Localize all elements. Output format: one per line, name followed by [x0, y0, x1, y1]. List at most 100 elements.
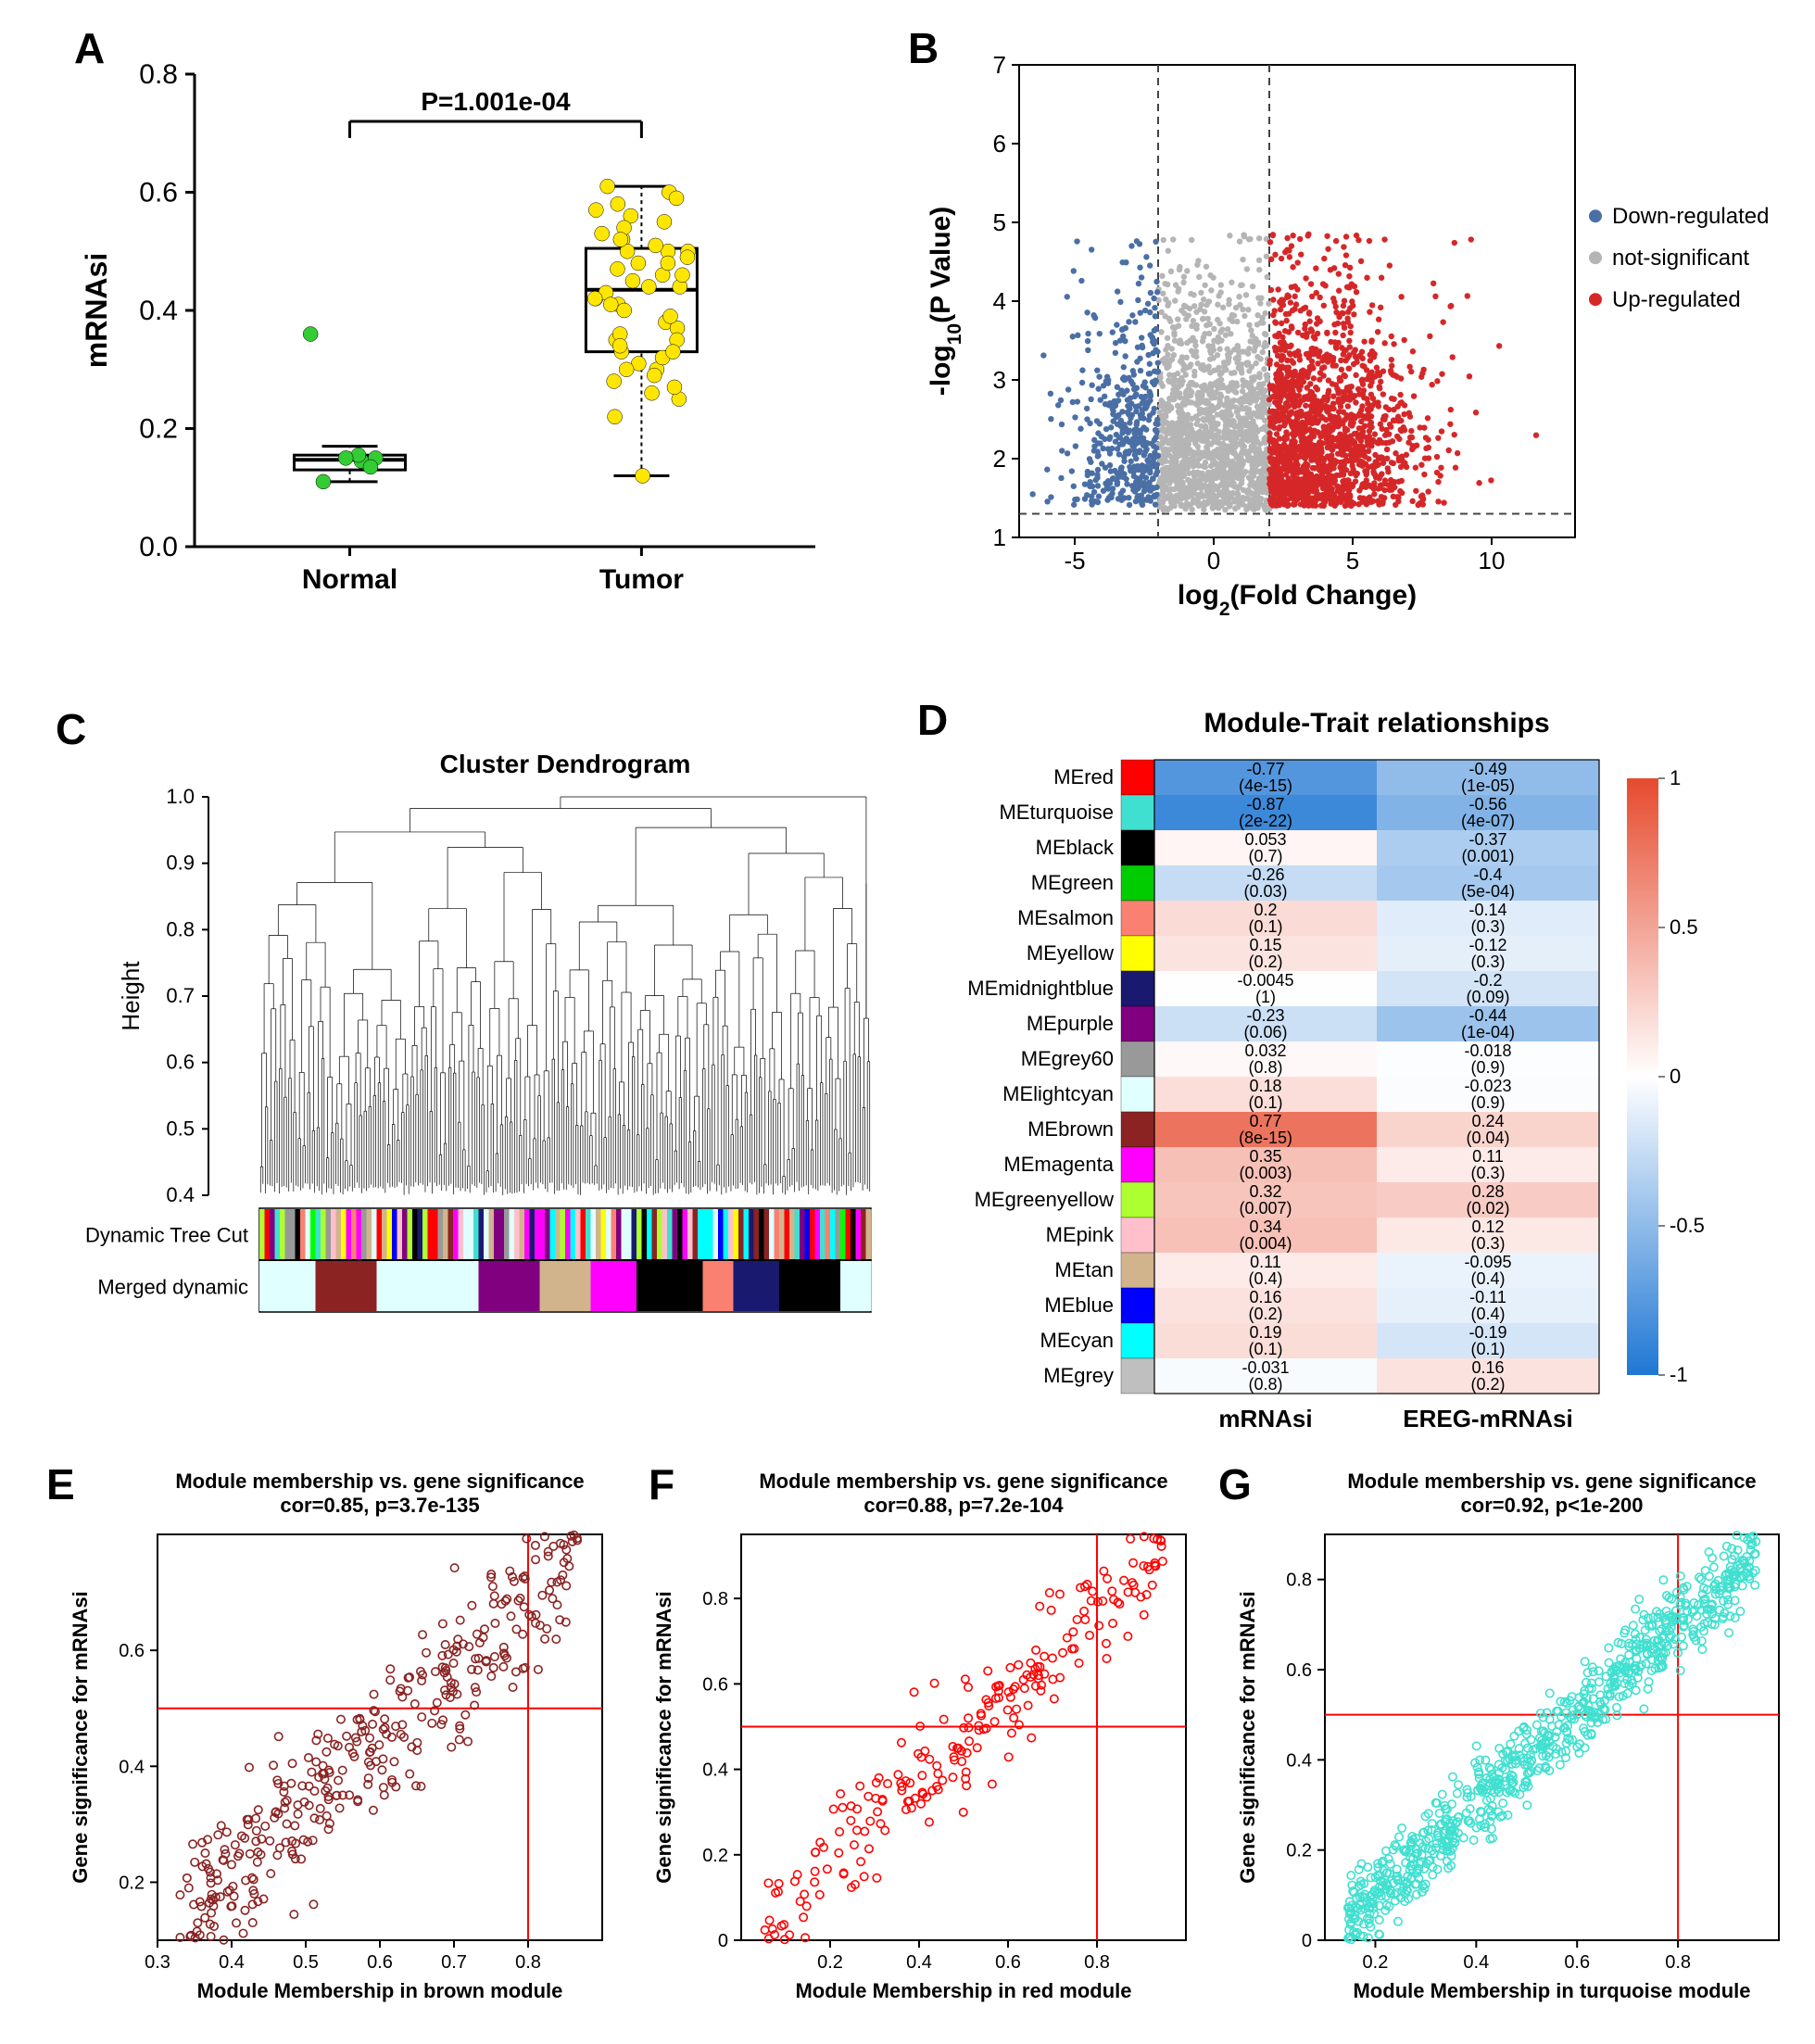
svg-text:0.7: 0.7	[441, 1952, 467, 1973]
svg-text:MEcyan: MEcyan	[1040, 1329, 1114, 1352]
svg-text:(8e-15): (8e-15)	[1239, 1129, 1292, 1147]
svg-text:0.18: 0.18	[1249, 1077, 1281, 1095]
svg-text:MEmagenta: MEmagenta	[1003, 1153, 1114, 1176]
svg-text:(0.8): (0.8)	[1248, 1058, 1282, 1077]
svg-text:(0.03): (0.03)	[1243, 882, 1287, 901]
svg-text:0.4: 0.4	[166, 1183, 195, 1206]
svg-text:0.24: 0.24	[1471, 1112, 1504, 1130]
svg-text:Module Membership in brown mod: Module Membership in brown module	[197, 1979, 563, 2002]
svg-text:4: 4	[993, 287, 1006, 315]
svg-text:MEgreen: MEgreen	[1031, 871, 1114, 894]
svg-text:0.4: 0.4	[139, 296, 178, 326]
svg-text:(0.2): (0.2)	[1470, 1375, 1505, 1394]
svg-text:(1e-05): (1e-05)	[1461, 776, 1515, 795]
svg-text:0.11: 0.11	[1472, 1147, 1504, 1166]
svg-text:mRNAsi: mRNAsi	[80, 253, 113, 368]
svg-text:MEturquoise: MEturquoise	[999, 801, 1114, 824]
svg-text:(4e-15): (4e-15)	[1239, 776, 1292, 795]
svg-text:-0.49: -0.49	[1468, 760, 1506, 778]
svg-text:-0.12: -0.12	[1468, 936, 1506, 954]
svg-text:0.5: 0.5	[1670, 915, 1698, 939]
svg-text:0.8: 0.8	[166, 917, 195, 940]
svg-text:(5e-04): (5e-04)	[1461, 882, 1515, 901]
svg-text:0.053: 0.053	[1244, 830, 1286, 849]
svg-text:mRNAsi: mRNAsi	[1218, 1405, 1312, 1432]
svg-text:MEred: MEred	[1053, 765, 1114, 789]
svg-text:(1e-04): (1e-04)	[1461, 1023, 1515, 1041]
svg-text:-1: -1	[1670, 1363, 1688, 1386]
svg-text:0.9: 0.9	[166, 852, 195, 875]
svg-text:Height: Height	[117, 961, 145, 1031]
svg-text:(0.001): (0.001)	[1461, 847, 1514, 865]
svg-text:MEbrown: MEbrown	[1027, 1117, 1114, 1141]
svg-text:(0.4): (0.4)	[1248, 1269, 1282, 1288]
svg-text:5: 5	[1346, 547, 1359, 574]
svg-text:-0.44: -0.44	[1468, 1006, 1506, 1025]
svg-text:(0.1): (0.1)	[1248, 917, 1282, 936]
svg-text:1: 1	[1670, 766, 1681, 789]
svg-text:0.6: 0.6	[119, 1641, 145, 1661]
svg-text:-0.0045: -0.0045	[1237, 971, 1293, 990]
svg-text:-0.56: -0.56	[1468, 795, 1506, 814]
svg-text:0.77: 0.77	[1249, 1112, 1281, 1130]
svg-text:-5: -5	[1064, 547, 1085, 574]
svg-text:cor=0.85, p=3.7e-135: cor=0.85, p=3.7e-135	[280, 1494, 479, 1517]
svg-text:1.0: 1.0	[166, 785, 195, 808]
svg-text:(0.007): (0.007)	[1239, 1199, 1292, 1218]
svg-text:0.0: 0.0	[139, 532, 178, 562]
svg-text:0.16: 0.16	[1249, 1288, 1281, 1306]
svg-text:0.35: 0.35	[1249, 1147, 1281, 1166]
panel-C-dendrogram: Cluster Dendrogram 0.4 0.5 0.6 0.7 0.8 0.9 1.0 H…	[56, 741, 889, 1427]
svg-text:P=1.001e-04: P=1.001e-04	[421, 87, 571, 116]
svg-text:MEpurple: MEpurple	[1027, 1012, 1114, 1035]
panel-E-scatter: Module membership vs. gene significancec…	[56, 1464, 621, 2011]
svg-text:5: 5	[993, 208, 1006, 236]
svg-text:1: 1	[993, 524, 1006, 551]
svg-text:MEyellow: MEyellow	[1027, 941, 1114, 965]
svg-text:0.16: 0.16	[1471, 1358, 1504, 1377]
svg-text:(0.04): (0.04)	[1466, 1129, 1509, 1147]
svg-text:(0.1): (0.1)	[1470, 1340, 1505, 1358]
svg-text:Module membership vs. gene sig: Module membership vs. gene significance	[175, 1470, 584, 1493]
svg-text:0.5: 0.5	[166, 1117, 195, 1140]
svg-text:0.6: 0.6	[367, 1952, 393, 1973]
svg-text:(0.02): (0.02)	[1466, 1199, 1509, 1218]
svg-text:-0.018: -0.018	[1464, 1041, 1511, 1060]
svg-text:log2(Fold Change): log2(Fold Change)	[1178, 580, 1417, 620]
svg-text:Gene significance for mRNAsi: Gene significance for mRNAsi	[69, 1591, 92, 1883]
svg-text:Cluster Dendrogram: Cluster Dendrogram	[440, 750, 691, 778]
svg-text:not-significant: not-significant	[1612, 246, 1749, 271]
svg-text:Merged dynamic: Merged dynamic	[97, 1275, 248, 1298]
svg-text:MEgrey60: MEgrey60	[1021, 1047, 1114, 1070]
svg-text:-0.4: -0.4	[1473, 865, 1502, 884]
svg-text:(2e-22): (2e-22)	[1239, 812, 1292, 830]
svg-text:(0.09): (0.09)	[1466, 988, 1509, 1006]
svg-text:-0.095: -0.095	[1464, 1253, 1511, 1271]
svg-text:(0.3): (0.3)	[1470, 953, 1505, 971]
svg-text:-0.5: -0.5	[1670, 1214, 1705, 1237]
svg-text:(0.7): (0.7)	[1248, 847, 1282, 865]
svg-text:0.6: 0.6	[166, 1051, 195, 1074]
svg-text:10: 10	[1479, 547, 1506, 574]
svg-text:0: 0	[1670, 1065, 1681, 1088]
svg-text:0.12: 0.12	[1471, 1218, 1504, 1236]
svg-text:0.2: 0.2	[139, 414, 178, 445]
svg-text:-0.26: -0.26	[1246, 865, 1284, 884]
svg-text:MEpink: MEpink	[1046, 1223, 1115, 1246]
svg-text:Module-Trait relationships: Module-Trait relationships	[1204, 708, 1549, 738]
svg-text:MEgrey: MEgrey	[1043, 1364, 1114, 1387]
svg-text:-0.19: -0.19	[1468, 1323, 1506, 1342]
svg-text:6: 6	[993, 130, 1006, 158]
svg-text:(0.3): (0.3)	[1470, 1164, 1505, 1182]
svg-text:(0.3): (0.3)	[1470, 917, 1505, 936]
svg-text:(1): (1)	[1255, 988, 1276, 1006]
figure: A B C D E F G 0.00.20.40.60.8mRNAsiNorma…	[19, 19, 1796, 2025]
svg-text:0.19: 0.19	[1249, 1323, 1281, 1342]
svg-text:MEtan: MEtan	[1054, 1258, 1114, 1281]
svg-text:0.3: 0.3	[145, 1952, 170, 1973]
svg-text:0.6: 0.6	[139, 178, 178, 208]
svg-text:0.15: 0.15	[1249, 936, 1281, 954]
svg-text:0.7: 0.7	[166, 984, 195, 1007]
panel-B-volcano: -505101234567log2(Fold Change)-log10(P V…	[917, 46, 1788, 621]
svg-text:-0.23: -0.23	[1246, 1006, 1284, 1025]
